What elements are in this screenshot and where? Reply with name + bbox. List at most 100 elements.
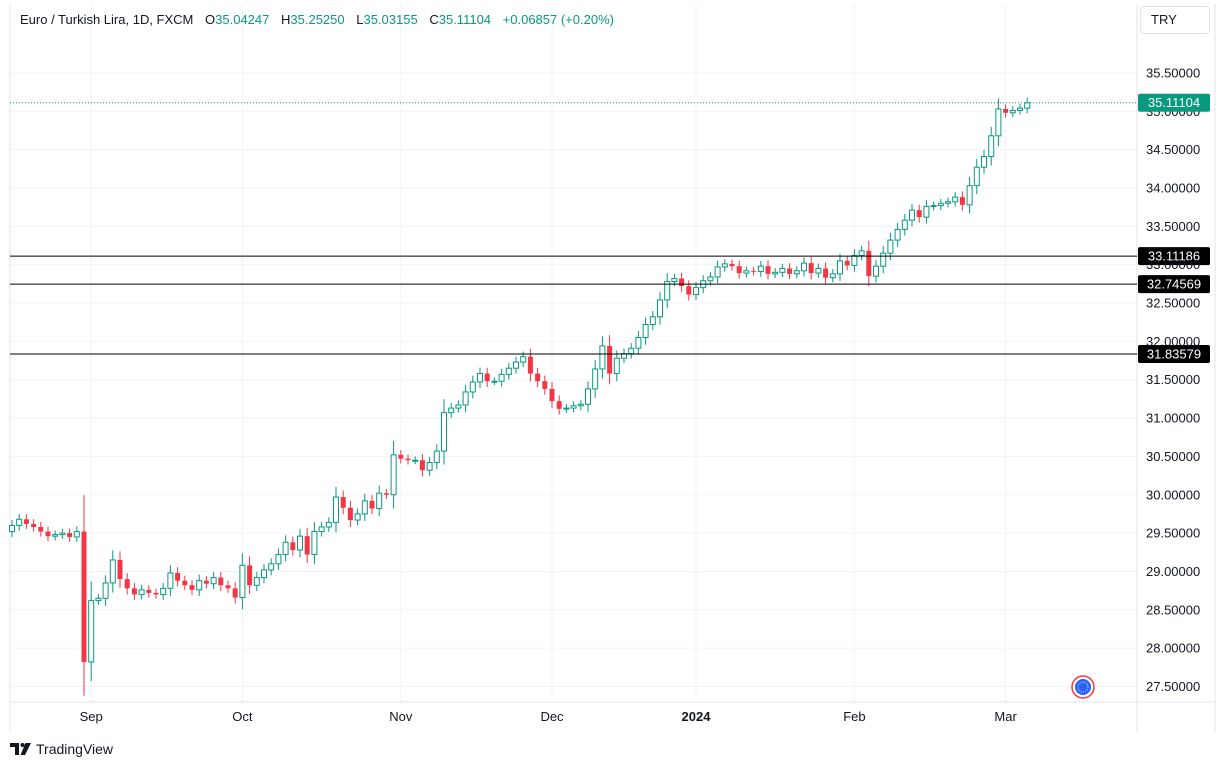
candle-body [290, 542, 296, 550]
candle-body [751, 270, 757, 272]
candle-body [469, 381, 476, 393]
candle-body [909, 209, 915, 221]
candle-body [693, 287, 699, 296]
candle-body [153, 592, 159, 595]
candle-body [311, 531, 318, 556]
price-tick-label: 33.50000 [1146, 219, 1200, 234]
candle-body [995, 108, 1002, 137]
candle-body [787, 268, 793, 274]
candle-body [880, 252, 887, 267]
candle-body [167, 572, 174, 589]
candle-body [988, 135, 995, 158]
candle-body [261, 569, 267, 579]
candle-body [117, 559, 123, 580]
candle-body [160, 587, 167, 595]
time-tick-label: Dec [540, 709, 564, 724]
candle-body [23, 519, 29, 524]
candle-body [549, 388, 555, 402]
candle-body [1024, 102, 1031, 109]
time-tick-label: Feb [843, 709, 865, 724]
candle-body [1017, 107, 1023, 111]
currency-selector[interactable]: TRY [1140, 6, 1210, 34]
price-tick-label: 28.00000 [1146, 641, 1200, 656]
candle-body [1009, 109, 1016, 114]
level-price-label: 33.11186 [1148, 249, 1200, 264]
candle-body [405, 458, 411, 461]
price-axis[interactable]: 27.50000 28.00000 28.50000 29.00000 29.50000… [1146, 65, 1200, 694]
candle-body [361, 500, 368, 515]
symbol-legend: Euro / Turkish Lira, 1D, FXCM O35.04247 … [20, 12, 614, 27]
candle-body [52, 534, 59, 537]
candle-body [714, 266, 721, 278]
symbol-title[interactable]: Euro / Turkish Lira, 1D, FXCM [20, 12, 194, 27]
horizontal-levels[interactable]: 33.11186 32.74569 31.83579 [10, 247, 1210, 363]
candle-body [73, 531, 80, 538]
candle-body [31, 523, 37, 527]
candle-body [477, 373, 483, 383]
candle-body [426, 462, 433, 471]
candle-body [419, 460, 425, 471]
price-tick-label: 29.00000 [1146, 564, 1200, 579]
candle-body [930, 205, 937, 208]
candle-body [765, 266, 771, 274]
time-tick-label: Sep [80, 709, 103, 724]
candle-body [887, 239, 894, 254]
candle-body [808, 263, 814, 274]
candle-body [563, 407, 570, 410]
candle-body [937, 202, 944, 207]
candle-body [131, 588, 137, 595]
last-price-marker: 35.11104 [10, 93, 1210, 112]
level-price-label: 32.74569 [1147, 277, 1201, 292]
candle-body [59, 532, 66, 536]
globe-icon[interactable] [1071, 675, 1095, 699]
candle-body [484, 373, 490, 382]
candle-body [88, 600, 95, 663]
time-tick-label: Mar [994, 709, 1017, 724]
price-tick-label: 27.50000 [1146, 679, 1200, 694]
candle-body [592, 368, 599, 390]
candle-body [196, 580, 203, 591]
candlestick-series [9, 97, 1031, 696]
candle-body [203, 580, 209, 584]
candle-body [981, 156, 987, 168]
candle-body [829, 273, 836, 279]
candle-body [527, 356, 533, 374]
candle-body [95, 597, 102, 602]
candle-body [793, 270, 800, 275]
price-tick-label: 34.00000 [1146, 180, 1200, 195]
candle-body [815, 267, 822, 274]
candle-body [433, 450, 440, 464]
candle-body [520, 356, 527, 363]
candle-body [67, 533, 73, 537]
candle-body [952, 196, 959, 203]
candle-body [232, 588, 238, 598]
candle-body [556, 401, 562, 409]
close-label: C [429, 12, 439, 27]
candle-body [736, 266, 742, 274]
candle-body [851, 254, 858, 266]
candle-body [628, 347, 635, 355]
candle-body [686, 286, 692, 295]
time-tick-label: Nov [389, 709, 413, 724]
candle-body [873, 265, 879, 277]
candle-body [412, 459, 419, 462]
low-value: 35.03155 [363, 12, 418, 27]
candle-body [354, 513, 361, 521]
candle-body [599, 345, 606, 370]
candle-body [923, 205, 930, 218]
candle-body [671, 277, 678, 283]
candle-body [218, 577, 224, 586]
candle-body [585, 388, 591, 405]
tradingview-logo[interactable]: TradingView [10, 741, 113, 757]
candle-body [664, 281, 671, 301]
last-price-label: 35.11104 [1148, 95, 1200, 110]
candle-body [570, 405, 577, 409]
time-axis[interactable]: Sep Oct Nov Dec 2024 Feb Mar [80, 709, 1018, 724]
candle-body [491, 380, 498, 383]
candle-body [225, 585, 231, 589]
candle-body [577, 403, 584, 407]
candle-body [866, 250, 872, 277]
price-tick-label: 32.00000 [1146, 334, 1200, 349]
candle-body [175, 572, 181, 581]
